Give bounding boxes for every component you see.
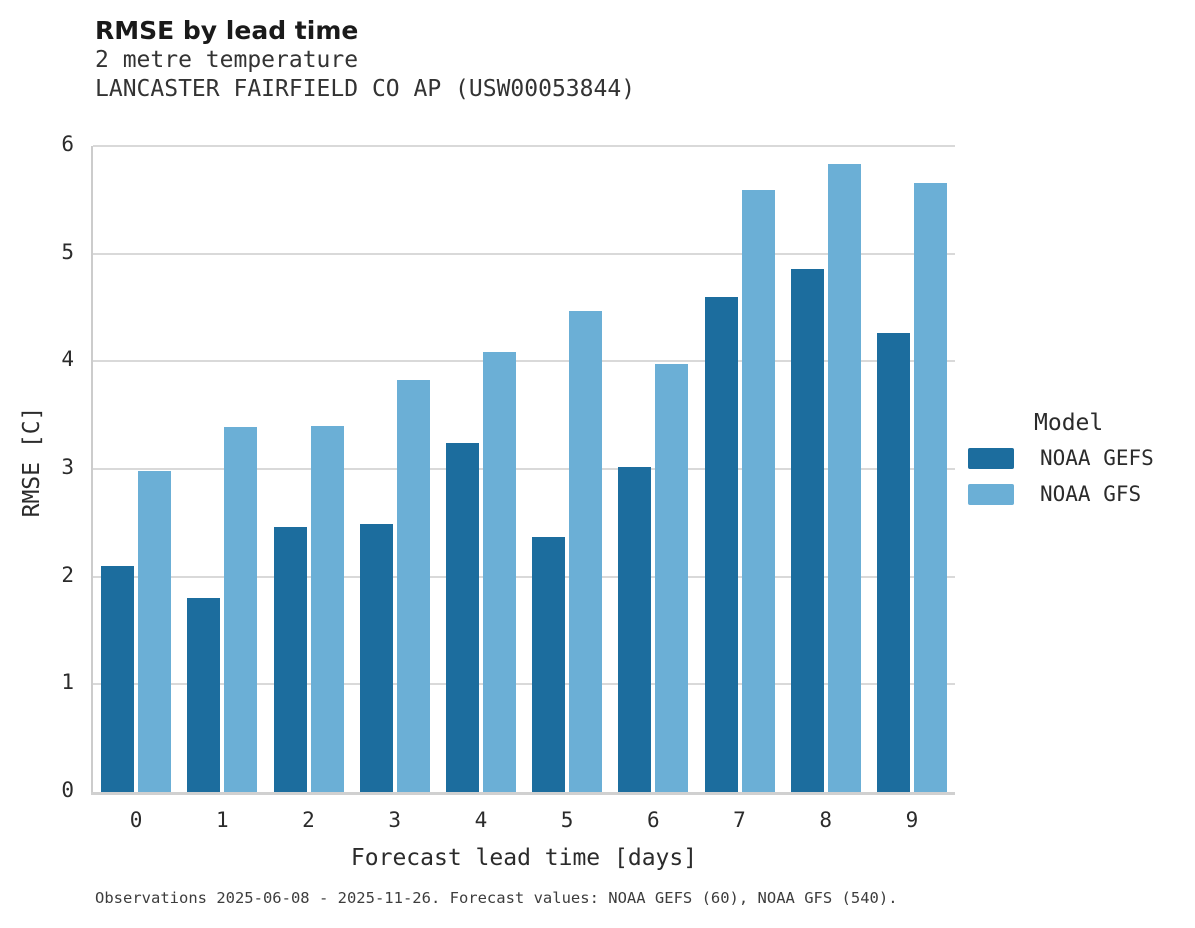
y-tick-label-1: 1 [61,670,74,695]
x-tick-label-5: 5 [560,808,574,832]
bar-noaa-gefs-lead7 [704,296,738,792]
legend-swatch-icon [968,447,1014,469]
bar-noaa-gefs-lead6 [618,466,652,792]
bar-noaa-gfs-lead1 [224,427,258,792]
bar-noaa-gfs-lead9 [913,182,947,792]
bar-noaa-gfs-lead7 [741,190,775,792]
x-tick-label-4: 4 [474,808,488,832]
bar-noaa-gfs-lead5 [569,310,603,792]
x-axis-label: Forecast lead time [days] [350,845,698,871]
gridline-y4 [93,360,955,363]
bar-noaa-gfs-lead2 [310,425,344,792]
x-tick-label-8: 8 [819,808,833,832]
bar-noaa-gefs-lead0 [101,565,135,792]
bar-noaa-gefs-lead5 [532,536,566,792]
y-tick-label-5: 5 [61,239,74,264]
bar-noaa-gefs-lead4 [445,443,479,792]
bar-noaa-gefs-lead8 [790,268,824,792]
bar-noaa-gefs-lead2 [273,527,307,792]
bar-noaa-gfs-lead8 [827,164,861,792]
gridline-y6 [93,145,955,147]
x-tick-label-6: 6 [646,808,660,832]
y-tick-label-4: 4 [61,347,74,372]
y-axis-spine [91,146,93,792]
y-tick-label-0: 0 [61,778,74,802]
y-tick-label-2: 2 [61,562,74,587]
bar-noaa-gfs-lead6 [655,363,689,792]
chart-subtitle-station: LANCASTER FAIRFIELD CO AP (USW00053844) [95,76,636,102]
bar-noaa-gefs-lead3 [359,523,393,792]
bar-noaa-gfs-lead4 [482,351,516,792]
legend-label: NOAA GEFS [1040,446,1154,470]
x-axis-spine [91,792,955,795]
chart-subtitle-variable: 2 metre temperature [95,47,359,73]
bar-noaa-gefs-lead1 [187,598,221,792]
bar-noaa-gefs-lead9 [876,333,910,792]
legend-item-noaa-gefs: NOAA GEFS [968,446,1154,470]
x-tick-label-1: 1 [215,808,229,832]
x-tick-label-2: 2 [302,808,315,832]
legend-item-noaa-gfs: NOAA GFS [968,482,1154,506]
plot-area [91,145,955,795]
x-tick-label-3: 3 [388,808,402,832]
bar-noaa-gfs-lead0 [138,471,172,792]
x-tick-label-0: 0 [129,808,143,832]
y-tick-label-6: 6 [61,132,74,156]
caption: Observations 2025-06-08 - 2025-11-26. Fo… [95,889,898,907]
legend-items: NOAA GEFS NOAA GFS [968,446,1154,506]
gridline-y2 [93,575,955,578]
legend-swatch-icon [968,483,1014,505]
x-tick-label-9: 9 [905,808,919,832]
legend-label: NOAA GFS [1040,482,1142,506]
gridline-y3 [93,468,955,470]
gridline-y1 [93,683,955,686]
gridline-y5 [93,252,955,255]
title-block: RMSE by lead time 2 metre temperature LA… [95,16,635,104]
bar-noaa-gfs-lead3 [396,379,430,792]
legend-title: Model [1034,410,1104,436]
x-tick-label-7: 7 [733,808,746,832]
chart-title: RMSE by lead time [95,16,359,45]
y-tick-label-3: 3 [61,455,74,479]
legend: Model NOAA GEFS NOAA GFS [968,410,1154,518]
